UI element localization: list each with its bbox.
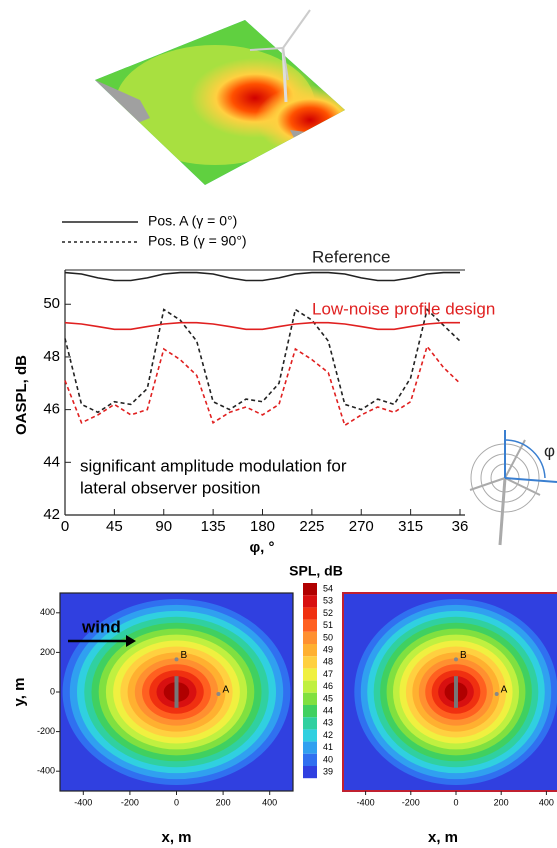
- annotation: Low-noise profile design: [312, 299, 495, 318]
- tower: [174, 676, 179, 708]
- colorbar-label: 42: [323, 730, 333, 740]
- colorbar-swatch: [303, 717, 317, 730]
- y-tick-label: -400: [37, 766, 55, 776]
- colorbar-label: 51: [323, 620, 333, 630]
- colorbar-label: 43: [323, 718, 333, 728]
- point-label: B: [460, 650, 467, 661]
- y-tick-label: -200: [37, 726, 55, 736]
- x-tick-label: 400: [539, 797, 554, 807]
- inset-turbine: [469, 430, 557, 546]
- point-label: B: [181, 650, 188, 661]
- legend-label: Pos. B (γ = 90°): [148, 233, 247, 249]
- x-tick-label: 400: [262, 797, 277, 807]
- x-tick-label: 270: [349, 518, 374, 535]
- x-tick-label: -400: [357, 797, 375, 807]
- colorbar-swatch: [303, 595, 317, 608]
- colorbar-label: 49: [323, 644, 333, 654]
- colorbar-title: SPL, dB: [289, 563, 343, 579]
- data-line: [64, 307, 461, 414]
- colorbar-label: 52: [323, 608, 333, 618]
- x-tick-label: 180: [250, 518, 275, 535]
- colorbar-swatch: [303, 631, 317, 644]
- colorbar-label: 47: [323, 669, 333, 679]
- y-axis-label: OASPL, dB: [13, 355, 30, 435]
- x-tick-label: 315: [398, 518, 423, 535]
- colorbar-label: 44: [323, 705, 333, 715]
- note: lateral observer position: [80, 478, 260, 497]
- note: significant amplitude modulation for: [80, 456, 347, 475]
- colorbar-label: 46: [323, 681, 333, 691]
- colorbar-label: 41: [323, 742, 333, 752]
- x-tick-label: 0: [453, 797, 458, 807]
- x-tick-label: 90: [155, 518, 172, 535]
- data-line: [64, 271, 460, 282]
- inset-label: φ: [544, 441, 555, 460]
- wind-arrowhead: [126, 635, 136, 647]
- data-line: [64, 344, 461, 427]
- x-tick-label: 45: [106, 518, 123, 535]
- colorbar-swatch: [303, 741, 317, 754]
- x-axis-label: x, m: [161, 829, 191, 846]
- y-tick-label: 46: [43, 401, 60, 418]
- wind-label: wind: [81, 617, 121, 636]
- observer-point: [494, 691, 499, 696]
- y-tick-label: 400: [40, 607, 55, 617]
- y-axis-label: y, m: [11, 678, 28, 707]
- colorbar-swatch: [303, 644, 317, 657]
- x-tick-label: 135: [201, 518, 226, 535]
- x-tick-label: 36: [452, 518, 469, 535]
- x-tick-label: 0: [174, 797, 179, 807]
- colorbar-label: 50: [323, 632, 333, 642]
- x-tick-label: -200: [121, 797, 139, 807]
- colorbar-label: 40: [323, 754, 333, 764]
- y-tick-label: 44: [43, 453, 60, 470]
- data-line: [64, 321, 460, 331]
- colorbar-label: 53: [323, 596, 333, 606]
- legend-label: Pos. A (γ = 0°): [148, 213, 237, 229]
- observer-point: [216, 691, 221, 696]
- colorbar-label: 54: [323, 583, 333, 593]
- colorbar-label: 45: [323, 693, 333, 703]
- line-chart: 42 44 46 48 50 0 45 90 135 180 225 270 315 36 Pos. A (…: [13, 213, 495, 556]
- observer-point: [454, 657, 458, 662]
- x-tick-label: -400: [74, 797, 92, 807]
- map: [343, 593, 557, 791]
- colorbar-swatch: [303, 619, 317, 632]
- y-tick-label: 48: [43, 348, 60, 365]
- colorbar-label: 39: [323, 766, 333, 776]
- y-tick-label: 50: [43, 295, 60, 312]
- y-tick-label: 200: [40, 647, 55, 657]
- x-tick-label: 225: [299, 518, 324, 535]
- colorbar-swatch: [303, 668, 317, 681]
- x-axis-label: φ, °: [249, 539, 274, 556]
- tower: [454, 676, 458, 708]
- x-axis-label: x, m: [428, 829, 458, 846]
- colorbar-swatch: [303, 753, 317, 766]
- colorbar-swatch: [303, 705, 317, 718]
- x-tick-label: 200: [494, 797, 509, 807]
- colorbar-swatch: [303, 583, 317, 596]
- colorbar-swatch: [303, 607, 317, 620]
- colorbar-label: 48: [323, 657, 333, 667]
- point-label: A: [501, 685, 508, 696]
- colorbar-swatch: [303, 729, 317, 742]
- colorbar-swatch: [303, 656, 317, 669]
- annotation: Reference: [312, 247, 390, 266]
- point-label: A: [222, 685, 229, 696]
- x-tick-label: 200: [216, 797, 231, 807]
- observer-point: [174, 657, 179, 662]
- colorbar-swatch: [303, 692, 317, 705]
- x-tick-label: -200: [402, 797, 420, 807]
- map: [60, 593, 293, 791]
- colorbar-swatch: [303, 680, 317, 693]
- y-tick-label: 42: [43, 506, 60, 523]
- x-tick-label: 0: [61, 518, 69, 535]
- surface-3d: [95, 9, 345, 185]
- colorbar-swatch: [303, 766, 317, 779]
- y-tick-label: 0: [50, 686, 55, 696]
